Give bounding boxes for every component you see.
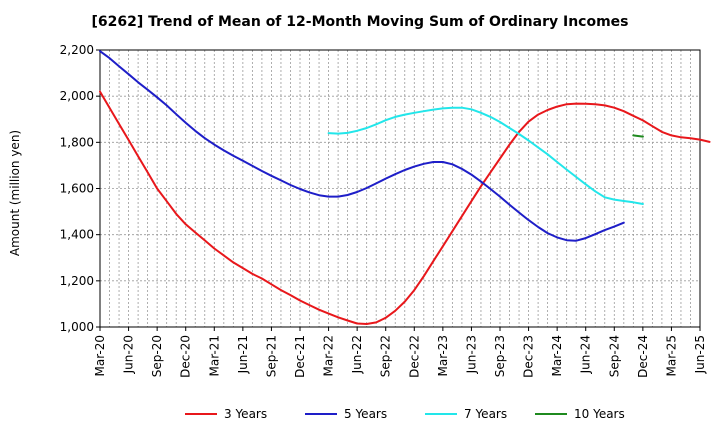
axis-layer: 1,000 1,200 1,400 1,600 1,800 2,000 2,200 Mar-2… [60,43,707,378]
x-tick-label: Mar-22 [322,335,336,376]
series-line-10-years [632,134,644,138]
x-tick-label: Dec-20 [179,335,193,378]
x-tick-label: Mar-20 [93,335,107,376]
x-tick-label: Mar-23 [436,335,450,376]
x-tick-label: Mar-25 [664,335,678,376]
x-tick-label: Jun-23 [464,335,478,374]
y-tick-label: 1,200 [60,274,94,288]
legend-label-5-years: 5 Years [344,407,387,421]
y-axis-label: Amount (million yen) [8,130,22,256]
y-tick-label: 1,400 [60,228,94,242]
grid-layer [100,50,700,327]
x-tick-label: Dec-21 [293,335,307,378]
x-tick-label: Jun-22 [350,335,364,374]
x-tick-label: Sep-24 [607,335,621,377]
x-tick-label: Dec-22 [407,335,421,378]
x-tick-label: Sep-20 [150,335,164,377]
legend-label-10-years: 10 Years [574,407,625,421]
y-tick-label: 2,200 [60,43,94,57]
x-tick-label: Jun-21 [236,335,250,374]
x-tick-label: Mar-24 [550,335,564,376]
x-tick-label: Jun-20 [122,335,136,374]
x-tick-label: Sep-22 [379,335,393,377]
legend-label-7-years: 7 Years [464,407,507,421]
x-tick-label: Jun-25 [693,335,707,374]
legend: 3 Years 5 Years 7 Years 10 Years [185,407,625,421]
series-layer [99,50,711,325]
chart-title: [6262] Trend of Mean of 12-Month Moving … [91,14,629,30]
series-line-7-years [327,106,644,205]
y-tick-label: 1,800 [60,135,94,149]
x-tick-label: Mar-21 [207,335,221,376]
x-tick-label: Sep-21 [264,335,278,377]
x-tick-label: Dec-24 [636,335,650,378]
y-tick-label: 1,000 [60,320,94,334]
y-tick-label: 2,000 [60,89,94,103]
series-line-5-years [99,50,625,242]
x-tick-label: Sep-23 [493,335,507,377]
x-tick-label: Jun-24 [579,335,593,374]
series-line-3-years [99,90,711,325]
y-tick-label: 1,600 [60,182,94,196]
legend-label-3-years: 3 Years [224,407,267,421]
x-tick-label: Dec-23 [522,335,536,378]
